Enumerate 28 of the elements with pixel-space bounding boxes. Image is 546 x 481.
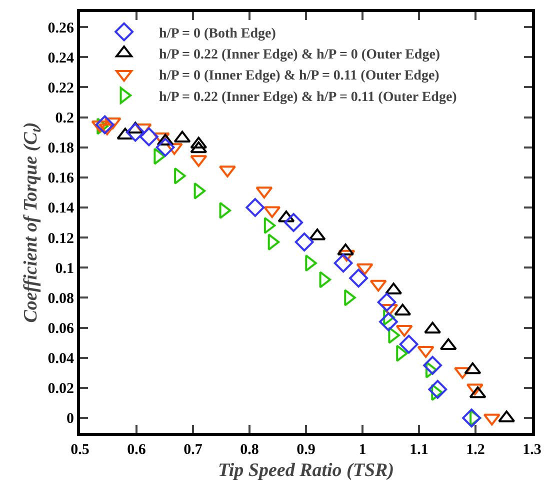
y-tick-label: 0.14 <box>48 200 74 217</box>
x-tick-label: 0.6 <box>127 442 146 458</box>
legend-label: h/P = 0.22 (Inner Edge) & h/P = 0.11 (Outer Edge) <box>159 90 458 105</box>
y-tick-label: 0.1 <box>55 260 74 277</box>
y-tick-label: 0.04 <box>48 351 74 368</box>
x-tick-label: 0.9 <box>296 442 316 458</box>
x-tick-label: 0.8 <box>240 442 259 458</box>
y-tick-label: 0.26 <box>48 20 74 36</box>
x-tick-label: 1.1 <box>410 442 428 458</box>
y-tick-label: 0.02 <box>48 381 74 398</box>
x-tick-label: 1.2 <box>466 442 485 458</box>
y-tick-label: 0.2 <box>55 110 74 126</box>
y-tick-label: 0.22 <box>48 80 74 96</box>
x-tick-label: 0.7 <box>184 442 203 458</box>
legend-label: h/P = 0.22 (Inner Edge) & h/P = 0 (Outer Edge) <box>159 47 440 62</box>
y-tick-label: 0.16 <box>48 170 74 187</box>
y-tick-label: 0.06 <box>48 321 74 337</box>
x-axis-title: Tip Speed Ratio (TSR) <box>218 460 394 481</box>
y-tick-label: 0.18 <box>48 140 74 157</box>
x-tick-label: 1 <box>358 442 366 458</box>
legend-label: h/P = 0 (Inner Edge) & h/P = 0.11 (Outer Edge) <box>159 68 440 84</box>
legend-label: h/P = 0 (Both Edge) <box>159 26 276 42</box>
y-tick-label: 0.08 <box>48 290 74 307</box>
y-tick-label: 0.12 <box>48 230 74 247</box>
x-tick-label: 0.5 <box>70 442 90 458</box>
x-tick-label: 1.3 <box>522 442 542 458</box>
y-tick-label: 0 <box>66 411 74 428</box>
y-tick-label: 0.24 <box>48 50 74 66</box>
